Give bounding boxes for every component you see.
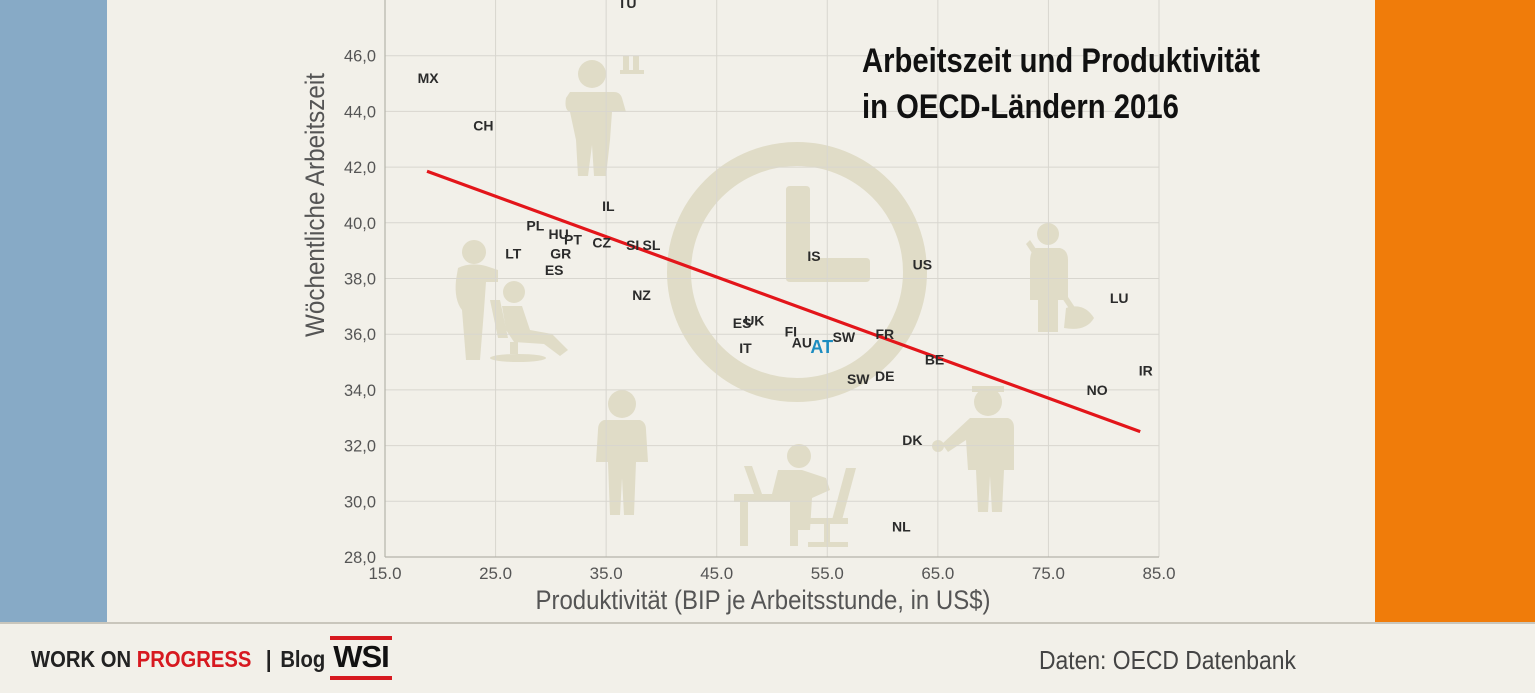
point-label-nl: NL: [892, 518, 911, 534]
y-tick-label: 38,0: [344, 270, 376, 289]
brand-work-on: WORK ON: [31, 646, 132, 672]
logo-text: WSI: [333, 639, 390, 674]
point-label-us: US: [913, 257, 932, 273]
point-label-pl: PL: [526, 218, 544, 234]
y-axis-label: Wöchentliche Arbeitszeit: [300, 73, 330, 337]
trend-line-layer: [426, 169, 1141, 434]
clock-icon: [667, 142, 927, 402]
chart-title: Arbeitszeit und Produktivität in OECD-Lä…: [862, 38, 1260, 130]
point-label-lt: LT: [505, 245, 522, 261]
point-label-pt: PT: [564, 232, 582, 248]
y-tick-label: 44,0: [344, 102, 376, 121]
y-tick-label: 46,0: [344, 47, 376, 66]
cleaner-icon: [1026, 223, 1094, 332]
logo-bottom-bar: [330, 676, 392, 680]
title-line-2: in OECD-Ländern 2016: [862, 88, 1179, 126]
y-tick-label: 34,0: [344, 381, 376, 400]
point-label-ir: IR: [1139, 362, 1153, 378]
x-tick-label: 35.0: [590, 564, 623, 583]
y-tick-label: 42,0: [344, 158, 376, 177]
point-label-hu: HU: [548, 226, 568, 242]
title-line-1: Arbeitszeit und Produktivität: [862, 42, 1261, 80]
y-tick-label: 40,0: [344, 214, 376, 233]
x-axis-label: Produktivität (BIP je Arbeitsstunde, in …: [536, 585, 991, 615]
footer-divider: [0, 622, 1535, 624]
office-worker-icon: [734, 444, 856, 547]
grid-lines: [385, 0, 1160, 557]
point-label-tu: TU: [618, 0, 637, 11]
hairdresser-icon: [455, 240, 568, 362]
point-label-sl: SL: [643, 237, 661, 253]
x-tick-label: 55.0: [811, 564, 844, 583]
y-tick-label: 32,0: [344, 437, 376, 456]
brand-progress: PROGRESS: [136, 646, 252, 672]
axes: [384, 0, 1159, 558]
point-label-dk: DK: [902, 432, 922, 448]
y-tick-label: 30,0: [344, 492, 376, 511]
logo-top-bar: [330, 636, 392, 640]
woman-icon: [596, 390, 648, 515]
point-label-de: DE: [875, 368, 894, 384]
y-axis-ticks: 28,0 30,0 32,0 34,0 36,0 38,0 40,0 42,0 44,0 46,0: [344, 47, 376, 567]
point-label-it: IT: [739, 340, 752, 356]
trend-line: [426, 169, 1141, 434]
point-label-cz: CZ: [592, 234, 611, 250]
point-label-be: BE: [925, 351, 944, 367]
brand-separator: |: [265, 646, 272, 672]
point-label-sw: SW: [847, 371, 870, 387]
point-label-es: ES: [733, 315, 752, 331]
worker-icon: [932, 386, 1014, 512]
point-label-si: SI: [626, 237, 639, 253]
data-source: Daten: OECD Datenbank: [1039, 645, 1296, 675]
scatter-chart: 15.0 25.0 35.0 45.0 55.0 65.0 75.0 85.0 28,0 30,…: [300, 0, 1176, 615]
point-label-is: IS: [807, 248, 820, 264]
point-label-es: ES: [545, 262, 564, 278]
point-label-ch: CH: [473, 117, 493, 133]
point-label-lu: LU: [1110, 290, 1129, 306]
x-tick-label: 85.0: [1143, 564, 1176, 583]
blog-brand[interactable]: WORK ON PROGRESS | Blog: [31, 646, 325, 673]
right-color-stripe: [1375, 0, 1535, 622]
y-tick-label: 28,0: [344, 548, 376, 567]
point-label-mx: MX: [418, 70, 440, 86]
brand-blog: Blog: [280, 646, 326, 672]
point-label-no: NO: [1087, 382, 1108, 398]
point-label-nz: NZ: [632, 287, 651, 303]
x-tick-label: 15.0: [369, 564, 402, 583]
point-label-il: IL: [602, 198, 615, 214]
x-tick-label: 45.0: [700, 564, 733, 583]
x-tick-label: 75.0: [1032, 564, 1065, 583]
point-label-fi: FI: [785, 323, 797, 339]
point-label-fr: FR: [875, 326, 894, 342]
point-label-sw: SW: [833, 329, 856, 345]
point-label-gr: GR: [550, 245, 571, 261]
point-label-au: AU: [792, 335, 812, 351]
waiter-icon: [565, 56, 644, 176]
y-tick-label: 36,0: [344, 325, 376, 344]
point-label-uk: UK: [744, 312, 764, 328]
wsi-logo[interactable]: WSI: [330, 636, 392, 680]
left-color-stripe: [0, 0, 107, 622]
point-label-at: AT: [810, 337, 833, 357]
x-tick-label: 25.0: [479, 564, 512, 583]
x-tick-label: 65.0: [921, 564, 954, 583]
x-axis-ticks: 15.0 25.0 35.0 45.0 55.0 65.0 75.0 85.0: [369, 564, 1176, 583]
